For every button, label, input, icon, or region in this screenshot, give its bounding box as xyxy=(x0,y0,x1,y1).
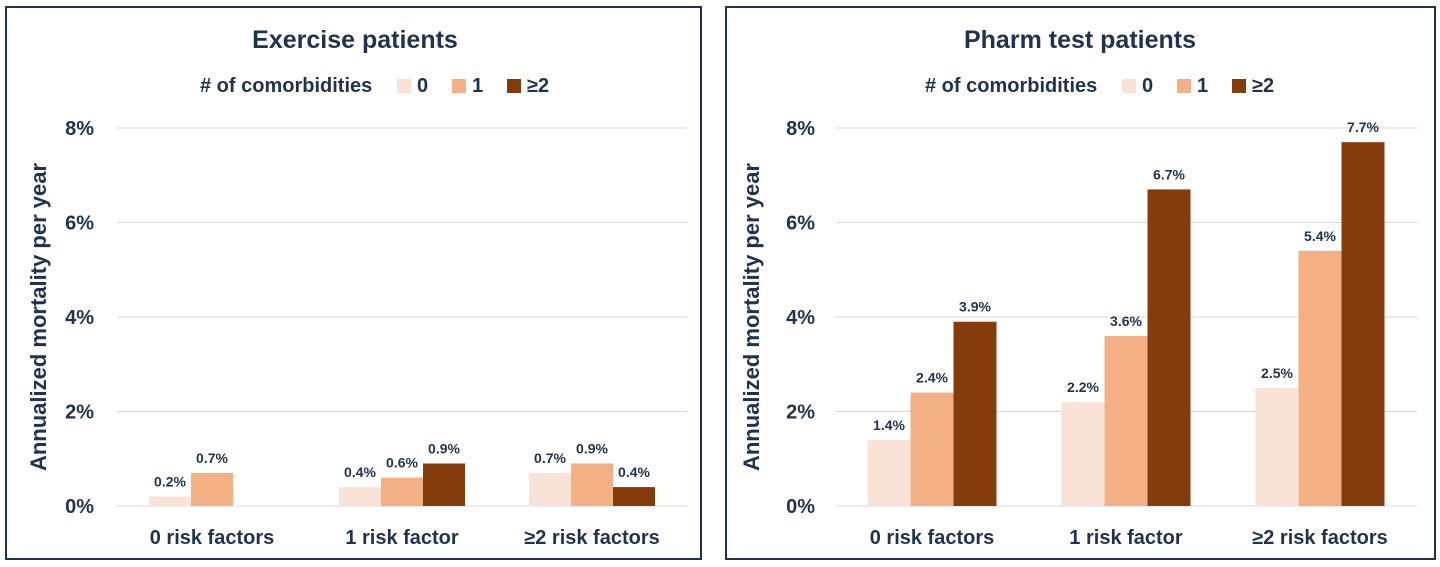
data-label-1-2: 6.7% xyxy=(1153,166,1185,182)
bar-2-2 xyxy=(613,487,655,506)
chart-title: Pharm test patients xyxy=(964,26,1196,54)
legend-swatch-2 xyxy=(507,79,521,93)
y-tick-label-0: 0% xyxy=(786,496,815,518)
bar-1-2 xyxy=(1147,189,1191,507)
data-label-1-0: 0.4% xyxy=(344,464,376,480)
bar-1-1 xyxy=(381,477,423,506)
chart-title: Exercise patients xyxy=(252,26,458,54)
x-tick-label-1: 1 risk factor xyxy=(345,527,459,549)
data-label-1-2: 0.9% xyxy=(428,440,460,456)
data-label-0-1: 0.7% xyxy=(196,450,228,466)
bar-0-2 xyxy=(953,321,997,506)
data-label-2-0: 0.7% xyxy=(534,450,566,466)
data-label-0-2: 3.9% xyxy=(959,299,991,315)
data-label-2-1: 5.4% xyxy=(1304,228,1336,244)
legend-swatch-2 xyxy=(1232,79,1246,93)
data-label-1-1: 0.6% xyxy=(386,455,418,471)
data-label-2-0: 2.5% xyxy=(1261,365,1293,381)
bar-2-1 xyxy=(1298,250,1342,506)
y-tick-label-3: 6% xyxy=(65,213,94,235)
data-label-0-1: 2.4% xyxy=(916,370,948,386)
bar-2-2 xyxy=(1341,142,1385,507)
data-label-1-0: 2.2% xyxy=(1067,379,1099,395)
legend: # of comorbidities 0 1 ≥2 xyxy=(200,75,549,97)
y-tick-label-1: 2% xyxy=(65,402,94,424)
y-tick-label-2: 4% xyxy=(65,307,94,329)
bar-1-1 xyxy=(1104,335,1148,506)
pharm-chart-panel: Pharm test patients # of comorbidities 0 1 ≥… xyxy=(725,6,1436,560)
bar-0-0 xyxy=(867,439,911,506)
bar-2-0 xyxy=(529,472,571,506)
bar-0-1 xyxy=(191,472,233,506)
y-tick-label-2: 4% xyxy=(786,307,815,329)
pharm-chart: Pharm test patients # of comorbidities 0 1 ≥… xyxy=(739,26,1417,549)
legend-title: # of comorbidities xyxy=(200,75,372,97)
data-label-2-1: 0.9% xyxy=(576,440,608,456)
data-label-0-0: 1.4% xyxy=(873,417,905,433)
y-tick-label-3: 6% xyxy=(786,213,815,235)
legend-swatch-0 xyxy=(1122,79,1136,93)
legend-label-2: ≥2 xyxy=(527,75,549,97)
x-tick-label-0: 0 risk factors xyxy=(150,527,275,549)
bar-2-0 xyxy=(1255,387,1299,506)
legend-label-0: 0 xyxy=(1142,75,1153,97)
legend-label-1: 1 xyxy=(1197,75,1208,97)
legend-title: # of comorbidities xyxy=(925,75,1097,97)
y-tick-label-1: 2% xyxy=(786,402,815,424)
bar-0-1 xyxy=(910,392,954,506)
bar-0-0 xyxy=(149,496,191,506)
legend-label-1: 1 xyxy=(472,75,483,97)
bar-1-0 xyxy=(339,487,381,506)
y-tick-label-0: 0% xyxy=(65,496,94,518)
data-label-2-2: 0.4% xyxy=(618,464,650,480)
legend-label-0: 0 xyxy=(417,75,428,97)
y-tick-label-4: 8% xyxy=(786,118,815,140)
x-tick-label-2: ≥2 risk factors xyxy=(1252,527,1388,549)
bar-2-1 xyxy=(571,463,613,506)
data-label-1-1: 3.6% xyxy=(1110,313,1142,329)
exercise-chart: Exercise patients # of comorbidities 0 1 ≥2 0… xyxy=(26,26,687,549)
y-tick-label-4: 8% xyxy=(65,118,94,140)
x-tick-label-1: 1 risk factor xyxy=(1069,527,1183,549)
legend-swatch-0 xyxy=(397,79,411,93)
y-axis-label: Annualized mortality per year xyxy=(26,163,51,472)
legend-swatch-1 xyxy=(452,79,466,93)
bar-1-2 xyxy=(423,463,465,506)
x-tick-label-0: 0 risk factors xyxy=(870,527,995,549)
y-axis-label: Annualized mortality per year xyxy=(739,163,764,472)
legend-swatch-1 xyxy=(1177,79,1191,93)
bar-1-0 xyxy=(1061,402,1105,506)
exercise-chart-panel: Exercise patients # of comorbidities 0 1 ≥2 0… xyxy=(5,6,702,560)
legend: # of comorbidities 0 1 ≥2 xyxy=(925,75,1274,97)
data-label-2-2: 7.7% xyxy=(1347,119,1379,135)
x-tick-label-2: ≥2 risk factors xyxy=(524,527,660,549)
data-label-0-0: 0.2% xyxy=(154,474,186,490)
legend-label-2: ≥2 xyxy=(1252,75,1274,97)
